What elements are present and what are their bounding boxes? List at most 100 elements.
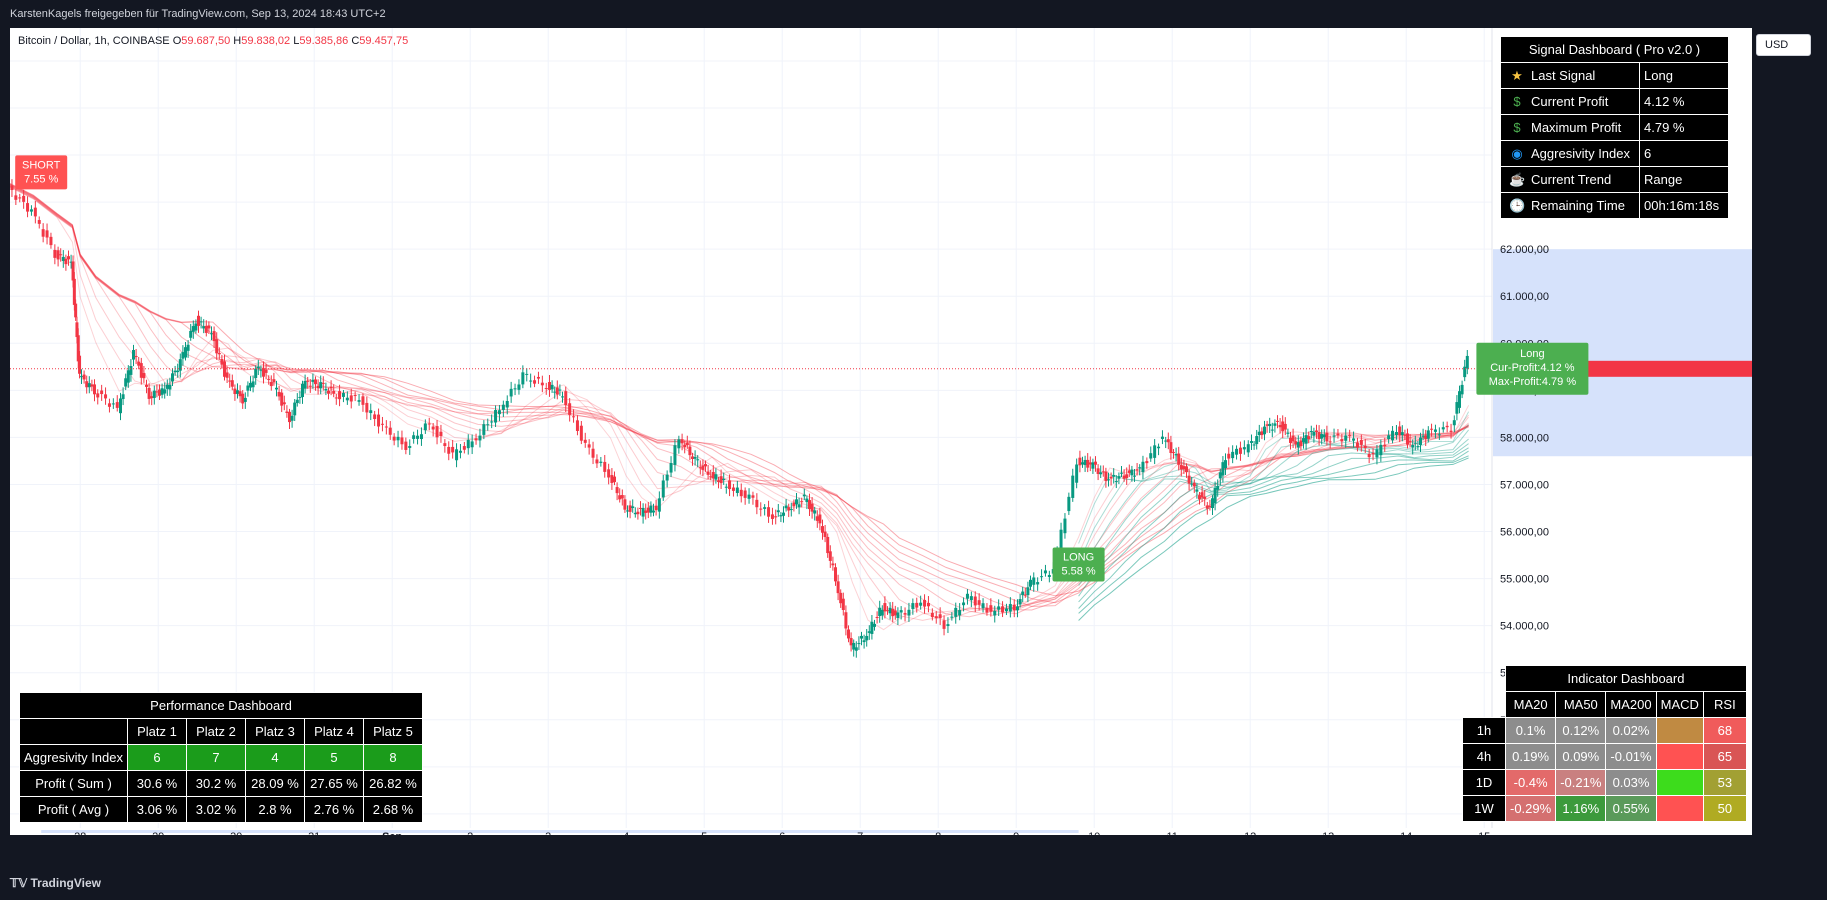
candle-body	[784, 505, 788, 509]
x-tick-label: 8	[935, 831, 941, 835]
candle-body	[1231, 451, 1235, 459]
candle-body	[930, 612, 934, 618]
candle-body	[789, 508, 793, 510]
signal-label: Last Signal	[1531, 67, 1596, 83]
close-label: C	[351, 35, 360, 47]
candle-body	[497, 410, 501, 415]
ribbon-line-long	[1078, 450, 1469, 609]
candle-body	[517, 384, 521, 390]
candle-body	[1221, 462, 1225, 476]
candle-body	[197, 315, 200, 326]
candle-body	[1332, 435, 1336, 437]
currency-button[interactable]: USD	[1756, 34, 1811, 56]
candle-body	[886, 610, 889, 612]
candle-body	[854, 647, 858, 651]
candle-body	[646, 507, 650, 513]
candle-body	[26, 203, 30, 212]
indicator-cell: 53	[1702, 769, 1747, 796]
performance-cell: 2.68 %	[363, 796, 423, 823]
candle-body	[210, 333, 213, 335]
candle-body	[1252, 444, 1256, 446]
candle-body	[207, 325, 211, 329]
candle-body	[533, 380, 537, 384]
candle-body	[129, 366, 133, 375]
candle-body	[332, 390, 336, 394]
signal-label: Aggresivity Index	[1531, 145, 1630, 161]
signal-value: Range	[1639, 166, 1729, 193]
candle-body	[774, 516, 778, 518]
x-tick-label: 2	[467, 831, 473, 835]
symbol-label: Bitcoin / Dollar, 1h, COINBASE	[18, 35, 170, 47]
candle-body	[119, 398, 122, 414]
candle-body	[553, 391, 557, 393]
signal-row: ◉ Aggresivity Index 6	[1500, 140, 1729, 167]
candle-body	[883, 603, 887, 612]
candle-body	[165, 384, 169, 389]
x-tick-label: 10	[1088, 831, 1100, 835]
candle-body	[104, 394, 108, 399]
candle-body	[249, 382, 252, 388]
candle-body	[76, 335, 80, 362]
candle-body	[1185, 466, 1188, 473]
candle-body	[696, 459, 700, 461]
candle-body	[1114, 481, 1118, 483]
candle-body	[860, 635, 863, 639]
candle-body	[160, 388, 164, 395]
candle-body	[1008, 604, 1012, 612]
candle-body	[1359, 439, 1363, 445]
candle-body	[37, 220, 41, 224]
candle-body	[1224, 460, 1227, 469]
candle-body	[82, 374, 86, 380]
candle-body	[1340, 439, 1344, 442]
candle-body	[1047, 575, 1051, 578]
candle-body	[1421, 435, 1425, 437]
candle-body	[834, 567, 837, 582]
candle-body	[731, 487, 735, 491]
candle-body	[321, 382, 325, 384]
candle-body	[896, 612, 900, 618]
indicator-cell: 1.16%	[1555, 795, 1607, 822]
candle-body	[1463, 366, 1467, 378]
candle-body	[1383, 444, 1387, 447]
ribbon-line	[10, 186, 1470, 631]
indicator-header-cell: MA20	[1504, 691, 1557, 718]
candle-body	[181, 352, 185, 359]
performance-cell: 28.09 %	[245, 770, 305, 797]
tradingview-logo[interactable]: 𝕋𝕍 TradingView	[10, 876, 101, 890]
performance-header-cell: Platz 2	[186, 718, 246, 745]
x-tick-label: 29	[152, 831, 164, 835]
ribbon-line-long	[1078, 447, 1469, 603]
candle-body	[1458, 391, 1461, 408]
tv-logo-icon: 𝕋𝕍	[10, 876, 31, 890]
candle-body	[787, 507, 791, 511]
candle-body	[1445, 425, 1449, 428]
candle-body	[1138, 467, 1142, 469]
candle-body	[1125, 474, 1129, 478]
candle-body	[45, 230, 49, 238]
candle-body	[69, 261, 73, 263]
performance-cell: 2.8 %	[245, 796, 305, 823]
candle-body	[1289, 437, 1292, 443]
candle-body	[836, 581, 840, 594]
candle-body	[714, 474, 718, 480]
candle-body	[311, 379, 315, 382]
candle-body	[1273, 423, 1277, 426]
candle-body	[1367, 453, 1371, 458]
candle-body	[1400, 432, 1404, 436]
candle-body	[826, 536, 830, 554]
candle-body	[256, 366, 260, 369]
candle-body	[505, 401, 509, 408]
candle-body	[1218, 472, 1222, 479]
candle-body	[18, 197, 22, 199]
candle-body	[1433, 429, 1437, 432]
x-tick-label: 13	[1322, 831, 1334, 835]
candle-body	[431, 426, 435, 430]
candle-body	[934, 616, 938, 619]
candle-body	[1460, 384, 1464, 395]
candle-body	[173, 370, 177, 373]
candle-body	[564, 391, 568, 406]
candle-body	[1127, 470, 1131, 473]
candle-body	[1320, 434, 1324, 439]
x-tick-label: 6	[779, 831, 785, 835]
high-value: 59.838,02	[241, 35, 291, 47]
